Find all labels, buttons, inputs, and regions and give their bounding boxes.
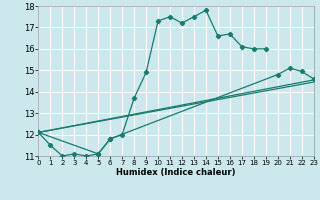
X-axis label: Humidex (Indice chaleur): Humidex (Indice chaleur) (116, 168, 236, 177)
